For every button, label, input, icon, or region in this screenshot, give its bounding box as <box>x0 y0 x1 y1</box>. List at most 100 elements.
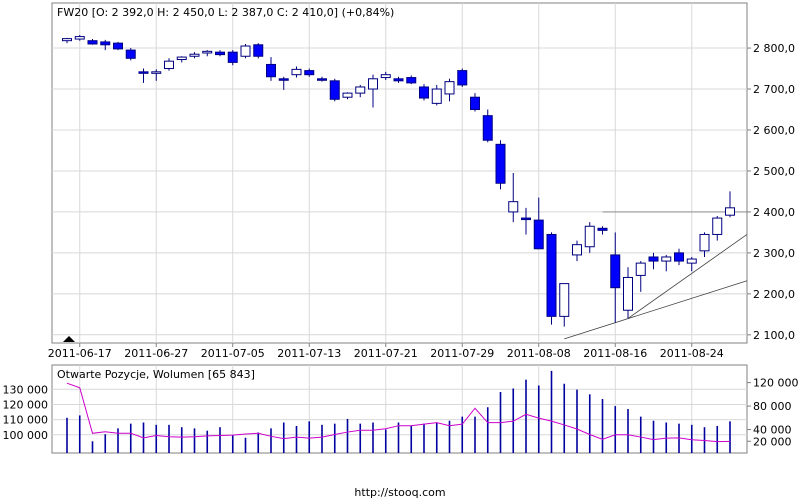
open-interest-line <box>66 382 731 443</box>
candle <box>151 69 162 81</box>
price-grid <box>52 3 747 343</box>
date-x-tick-label: 2011-06-17 <box>48 347 112 360</box>
candle <box>495 140 506 190</box>
scroll-marker-icon <box>63 336 75 342</box>
candle-body <box>113 42 123 50</box>
candle-body <box>87 40 98 45</box>
open-interest-axis: 100 000 110 000 120 000 130 000 <box>3 383 49 442</box>
price-y-tick-label: 2 500,0 <box>753 165 795 178</box>
date-x-tick-label: 2011-08-24 <box>660 347 724 360</box>
candle <box>380 71 391 81</box>
candle <box>712 216 723 241</box>
volume-tick-label: 120 000 <box>753 377 799 390</box>
candle <box>227 50 238 66</box>
candle <box>597 226 608 235</box>
source-link[interactable]: http://stooq.com <box>354 486 446 499</box>
candle-body <box>559 283 570 317</box>
candle <box>189 52 200 59</box>
trend-lines <box>564 211 748 340</box>
candle-body <box>623 276 633 311</box>
candle-body <box>674 252 684 262</box>
candle-body <box>482 115 493 141</box>
candle <box>278 76 289 90</box>
candle-body <box>686 258 697 264</box>
candle-body <box>495 143 506 184</box>
candle <box>138 68 149 83</box>
candle-body <box>125 49 136 59</box>
candle <box>164 58 174 71</box>
date-x-tick-label: 2011-07-13 <box>277 347 341 360</box>
candle-body <box>329 80 340 100</box>
candle <box>100 39 111 51</box>
candle <box>74 34 85 41</box>
candle-body <box>176 56 187 61</box>
candle-body <box>202 50 213 54</box>
candle-body <box>406 77 417 84</box>
candle-body <box>74 36 85 40</box>
candle <box>355 84 366 98</box>
candle-body <box>419 86 429 99</box>
candle-body <box>317 78 327 81</box>
candle <box>113 41 123 51</box>
candle-body <box>291 68 302 76</box>
candle-body <box>342 92 353 98</box>
candle <box>725 191 735 218</box>
candle <box>215 50 225 57</box>
candle <box>304 68 315 77</box>
candle-body <box>100 41 111 46</box>
price-y-tick-label: 2 200,0 <box>753 288 795 301</box>
candle-body <box>189 53 200 57</box>
volume-tick-label: 20 000 <box>753 435 792 448</box>
candle <box>240 43 251 59</box>
candle <box>610 232 621 323</box>
candle <box>559 283 570 327</box>
candle-body <box>546 233 557 317</box>
candle <box>699 232 710 257</box>
candle <box>266 57 276 81</box>
volume-bars <box>66 370 731 453</box>
open-interest-tick-label: 130 000 <box>3 383 49 396</box>
candle-body <box>393 78 404 82</box>
candle <box>62 37 72 44</box>
candle-body <box>227 51 238 63</box>
candle-body <box>380 74 391 79</box>
candlestick-series <box>62 34 735 327</box>
candle <box>635 261 646 292</box>
date-x-tick-label: 2011-06-27 <box>124 347 188 360</box>
price-y-tick-label: 2 700,0 <box>753 83 795 96</box>
date-x-tick-label: 2011-07-21 <box>354 347 418 360</box>
candle <box>291 66 302 78</box>
candle <box>202 50 213 57</box>
price-chart-title: FW20 [O: 2 392,0 H: 2 450,0 L: 2 387,0 C… <box>57 6 394 19</box>
candle <box>482 109 493 143</box>
candle <box>406 75 417 85</box>
candle-body <box>610 254 621 289</box>
candle-body <box>215 51 225 56</box>
date-x-tick-label: 2011-08-16 <box>583 347 647 360</box>
date-x-tick-label: 2011-07-29 <box>430 347 494 360</box>
price-y-tick-label: 2 300,0 <box>753 247 795 260</box>
candle <box>533 197 544 250</box>
candle-body <box>151 71 162 74</box>
candle <box>521 207 531 235</box>
candle-body <box>584 225 595 248</box>
volume-panel-frame <box>51 364 748 454</box>
candle-body <box>62 38 72 42</box>
price-y-tick-label: 2 800,0 <box>753 42 795 55</box>
volume-chart-title: Otwarte Pozycje, Wolumen [65 843] <box>57 368 255 381</box>
price-y-tick-label: 2 600,0 <box>753 124 795 137</box>
candle-body <box>266 63 276 78</box>
candle-body <box>521 217 531 221</box>
candle-body <box>240 45 251 57</box>
candle-body <box>164 60 174 70</box>
candle <box>457 68 468 87</box>
candle <box>686 256 697 272</box>
trend-line-upper <box>627 234 748 319</box>
candle <box>253 43 264 59</box>
candle-body <box>597 227 608 231</box>
candle-body <box>470 96 480 111</box>
date-x-axis: 2011-06-17 2011-06-27 2011-07-05 2011-07-13… <box>48 343 724 360</box>
candle-body <box>725 207 735 216</box>
candle-body <box>304 70 315 76</box>
